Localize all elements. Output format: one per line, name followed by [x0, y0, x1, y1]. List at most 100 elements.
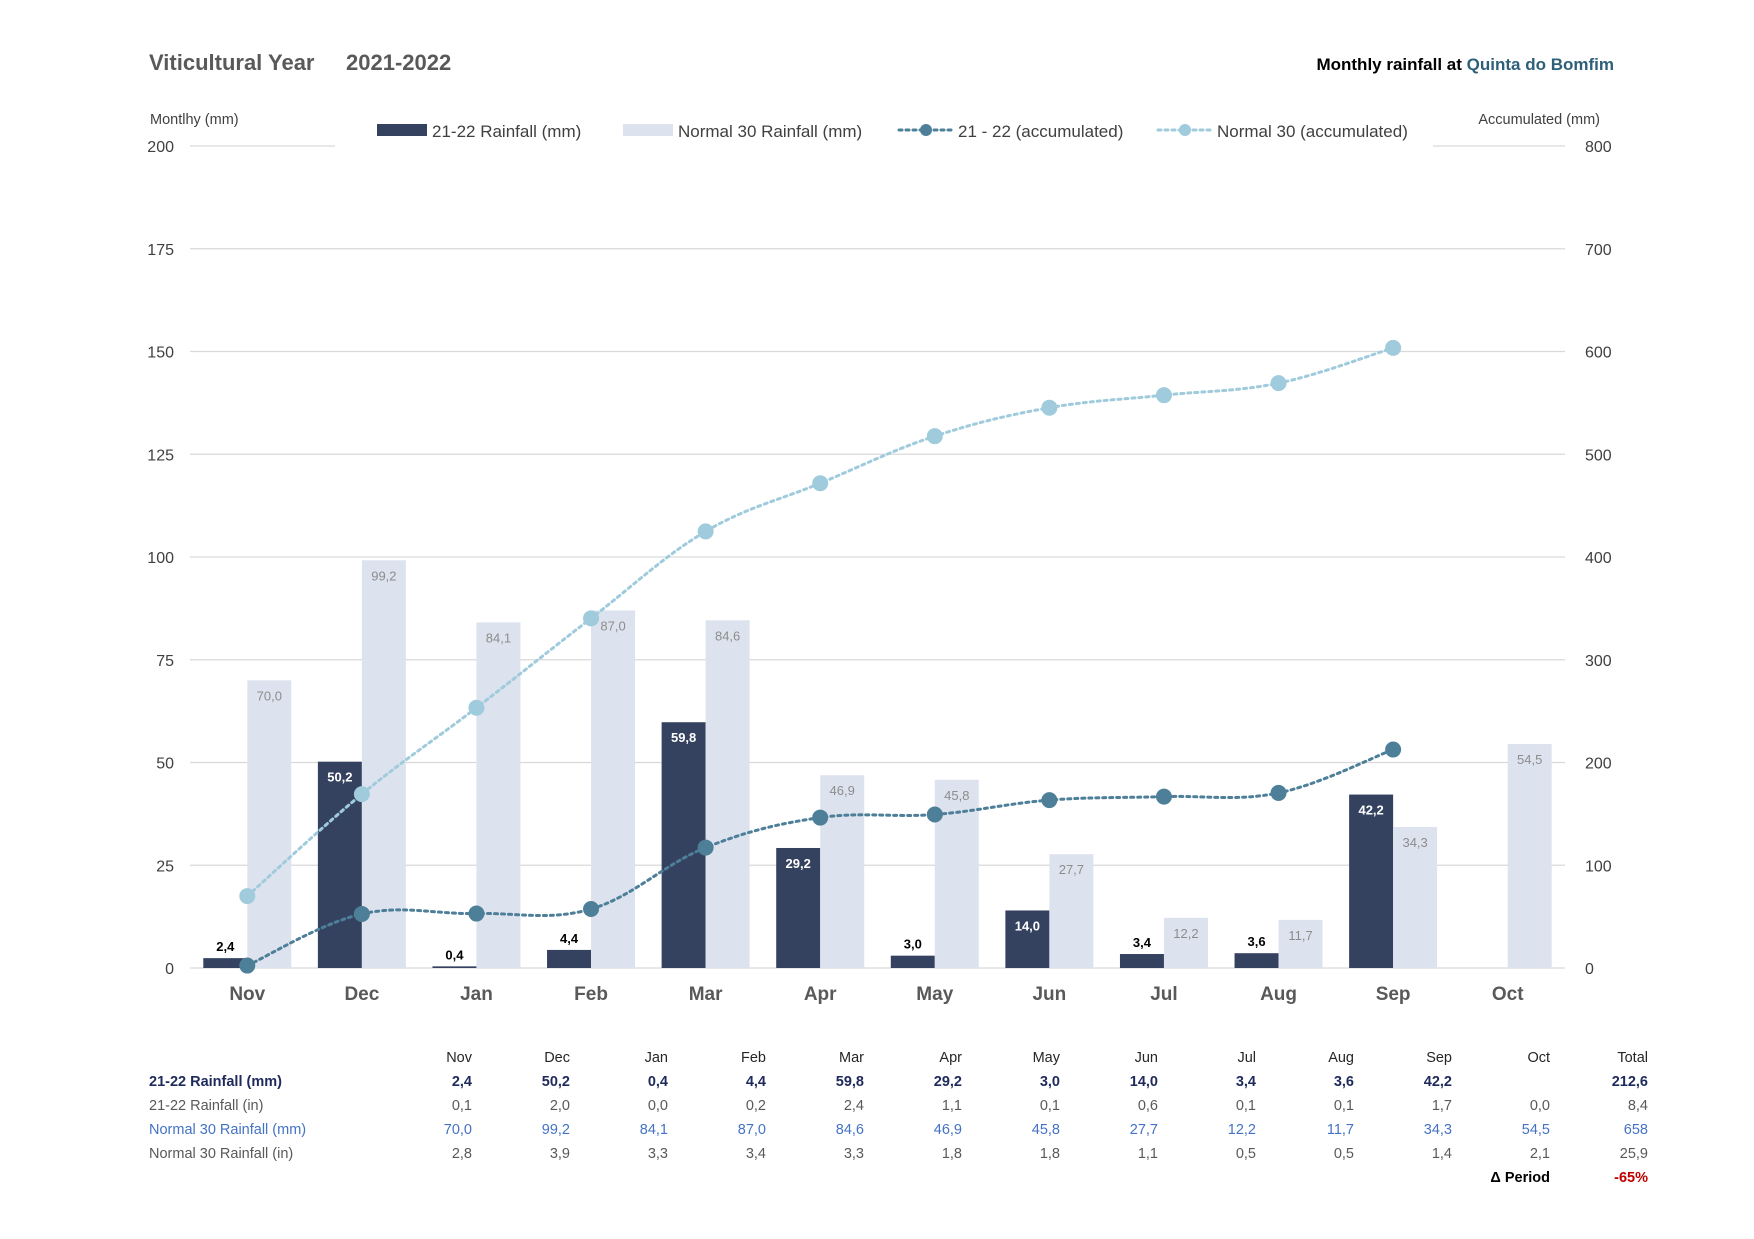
table-cell: 1,7 — [1431, 1098, 1452, 1114]
table-header-cell: Dec — [544, 1050, 570, 1066]
bar-normal30-label: 34,3 — [1402, 835, 1427, 850]
bar-normal30 — [1278, 919, 1323, 968]
table-cell: 3,9 — [549, 1146, 570, 1162]
x-tick-label: Apr — [804, 984, 837, 1005]
right-tick-label: 200 — [1585, 756, 1612, 773]
bar-normal30-label: 70,0 — [257, 688, 282, 703]
table-cell: 3,4 — [1235, 1074, 1256, 1090]
legend-marker-accumulated-2122 — [920, 124, 932, 136]
bar-normal30-label: 99,2 — [371, 568, 396, 583]
legend-swatch-normal30 — [623, 124, 673, 136]
normal30-accumulated-point — [353, 786, 370, 803]
table-cell: 3,6 — [1333, 1074, 1354, 1090]
left-tick-label: 150 — [147, 345, 174, 362]
location-name: Quinta do Bomfim — [1466, 55, 1614, 74]
legend-label-normal30-accumulated: Normal 30 (accumulated) — [1217, 122, 1408, 141]
bar-normal30-label: 45,8 — [944, 788, 969, 803]
x-tick-label: Mar — [689, 984, 723, 1005]
bar-2122-label: 50,2 — [327, 770, 352, 785]
chart-title: Viticultural Year — [149, 50, 315, 75]
table-row-2122-in: 21-22 Rainfall (in) 0,1 2,0 0,0 0,2 2,4 1,1 0,1… — [149, 1094, 1648, 1118]
bar-normal30-label: 11,7 — [1288, 928, 1312, 943]
left-tick-label: 175 — [147, 242, 174, 259]
accumulated-2122-point — [468, 905, 485, 922]
bar-2122 — [1119, 954, 1164, 968]
bar-2122 — [1349, 794, 1394, 968]
table-header-cell: Apr — [939, 1050, 962, 1066]
left-tick-label: 125 — [147, 447, 174, 464]
left-tick-label: 50 — [156, 756, 174, 773]
table-cell: 70,0 — [443, 1122, 472, 1138]
bar-2122-label: 0,4 — [445, 947, 464, 962]
accumulated-2122-point — [1155, 788, 1172, 805]
bar-2122 — [203, 958, 248, 968]
table-cell: 0,6 — [1137, 1098, 1158, 1114]
table-cell: 99,2 — [541, 1122, 570, 1138]
table-cell: 1,8 — [941, 1146, 962, 1162]
table-cell: 3,4 — [745, 1146, 766, 1162]
table-cell: 84,6 — [835, 1122, 864, 1138]
table-row-label: 21-22 Rainfall (mm) — [149, 1074, 282, 1090]
table-cell: 1,4 — [1431, 1146, 1452, 1162]
left-tick-label: 25 — [156, 858, 174, 875]
x-tick-label: Jun — [1032, 984, 1066, 1005]
x-tick-label: Nov — [229, 984, 265, 1005]
table-header-cell: Aug — [1328, 1050, 1354, 1066]
bar-normal30-label: 84,6 — [715, 628, 740, 643]
table-cell: 0,1 — [451, 1098, 472, 1114]
table-cell: 11,7 — [1326, 1122, 1354, 1138]
normal30-accumulated-point — [697, 523, 714, 540]
table-cell: 45,8 — [1031, 1122, 1060, 1138]
accumulated-2122-point — [353, 905, 370, 922]
bar-2122 — [1234, 953, 1279, 968]
legend-backdrop — [335, 118, 1433, 148]
bar-normal30 — [247, 680, 292, 968]
table-cell: 0,1 — [1039, 1098, 1060, 1114]
normal30-accumulated-point — [468, 699, 485, 716]
bar-2122 — [776, 847, 821, 968]
location-prefix: Monthly rainfall at — [1316, 55, 1462, 74]
bar-normal30 — [1393, 827, 1438, 968]
right-tick-label: 400 — [1585, 550, 1612, 567]
table-header-cell: Jul — [1237, 1050, 1256, 1066]
accumulated-2122-point — [812, 809, 829, 826]
table-cell: 8,4 — [1627, 1098, 1648, 1114]
right-tick-label: 700 — [1585, 242, 1612, 259]
table-header-row: Nov Dec Jan Feb Mar Apr May Jun Jul Aug … — [149, 1046, 1648, 1070]
table-cell: 29,2 — [933, 1074, 962, 1090]
left-tick-label: 0 — [165, 961, 174, 978]
bar-normal30 — [1507, 744, 1552, 968]
bar-2122-label: 29,2 — [786, 856, 811, 871]
delta-period-value: -65% — [1614, 1170, 1648, 1186]
table-row-normal30-mm: Normal 30 Rainfall (mm) 70,0 99,2 84,1 87,0 8… — [149, 1118, 1648, 1142]
normal30-accumulated-point — [1270, 375, 1287, 392]
right-tick-label: 300 — [1585, 653, 1612, 670]
normal30-accumulated-point — [239, 888, 256, 905]
bar-2122 — [547, 949, 592, 968]
table-spacer — [149, 1166, 1452, 1190]
table-cell: 0,0 — [1529, 1098, 1550, 1114]
accumulated-2122-point — [239, 957, 256, 974]
table-cell: 2,1 — [1529, 1146, 1550, 1162]
left-tick-label: 200 — [147, 139, 174, 156]
table-cell: 2,0 — [549, 1098, 570, 1114]
table-cell: 2,4 — [451, 1074, 472, 1090]
table-row-label: Normal 30 Rainfall (in) — [149, 1146, 294, 1162]
table-header-cell: Total — [1617, 1050, 1648, 1066]
bar-2122-label: 14,0 — [1015, 918, 1040, 933]
bar-normal30 — [361, 560, 406, 968]
table-cell: 54,5 — [1521, 1122, 1550, 1138]
table-header-cell: Jan — [644, 1050, 668, 1066]
accumulated-2122-point — [1270, 784, 1287, 801]
bar-normal30 — [705, 620, 750, 968]
bar-2122 — [890, 955, 935, 968]
bar-normal30-label: 12,2 — [1173, 926, 1198, 941]
chart-location-title: Monthly rainfall at Quinta do Bomfim — [1316, 55, 1614, 75]
table-header-cell: Jun — [1134, 1050, 1158, 1066]
legend-label-accumulated-2122: 21 - 22 (accumulated) — [958, 122, 1123, 141]
table-cell: 212,6 — [1611, 1074, 1648, 1090]
legend-swatch-2122 — [377, 124, 427, 136]
table-cell: 14,0 — [1129, 1074, 1158, 1090]
bar-2122-label: 2,4 — [216, 939, 235, 954]
table-cell: 12,2 — [1227, 1122, 1256, 1138]
